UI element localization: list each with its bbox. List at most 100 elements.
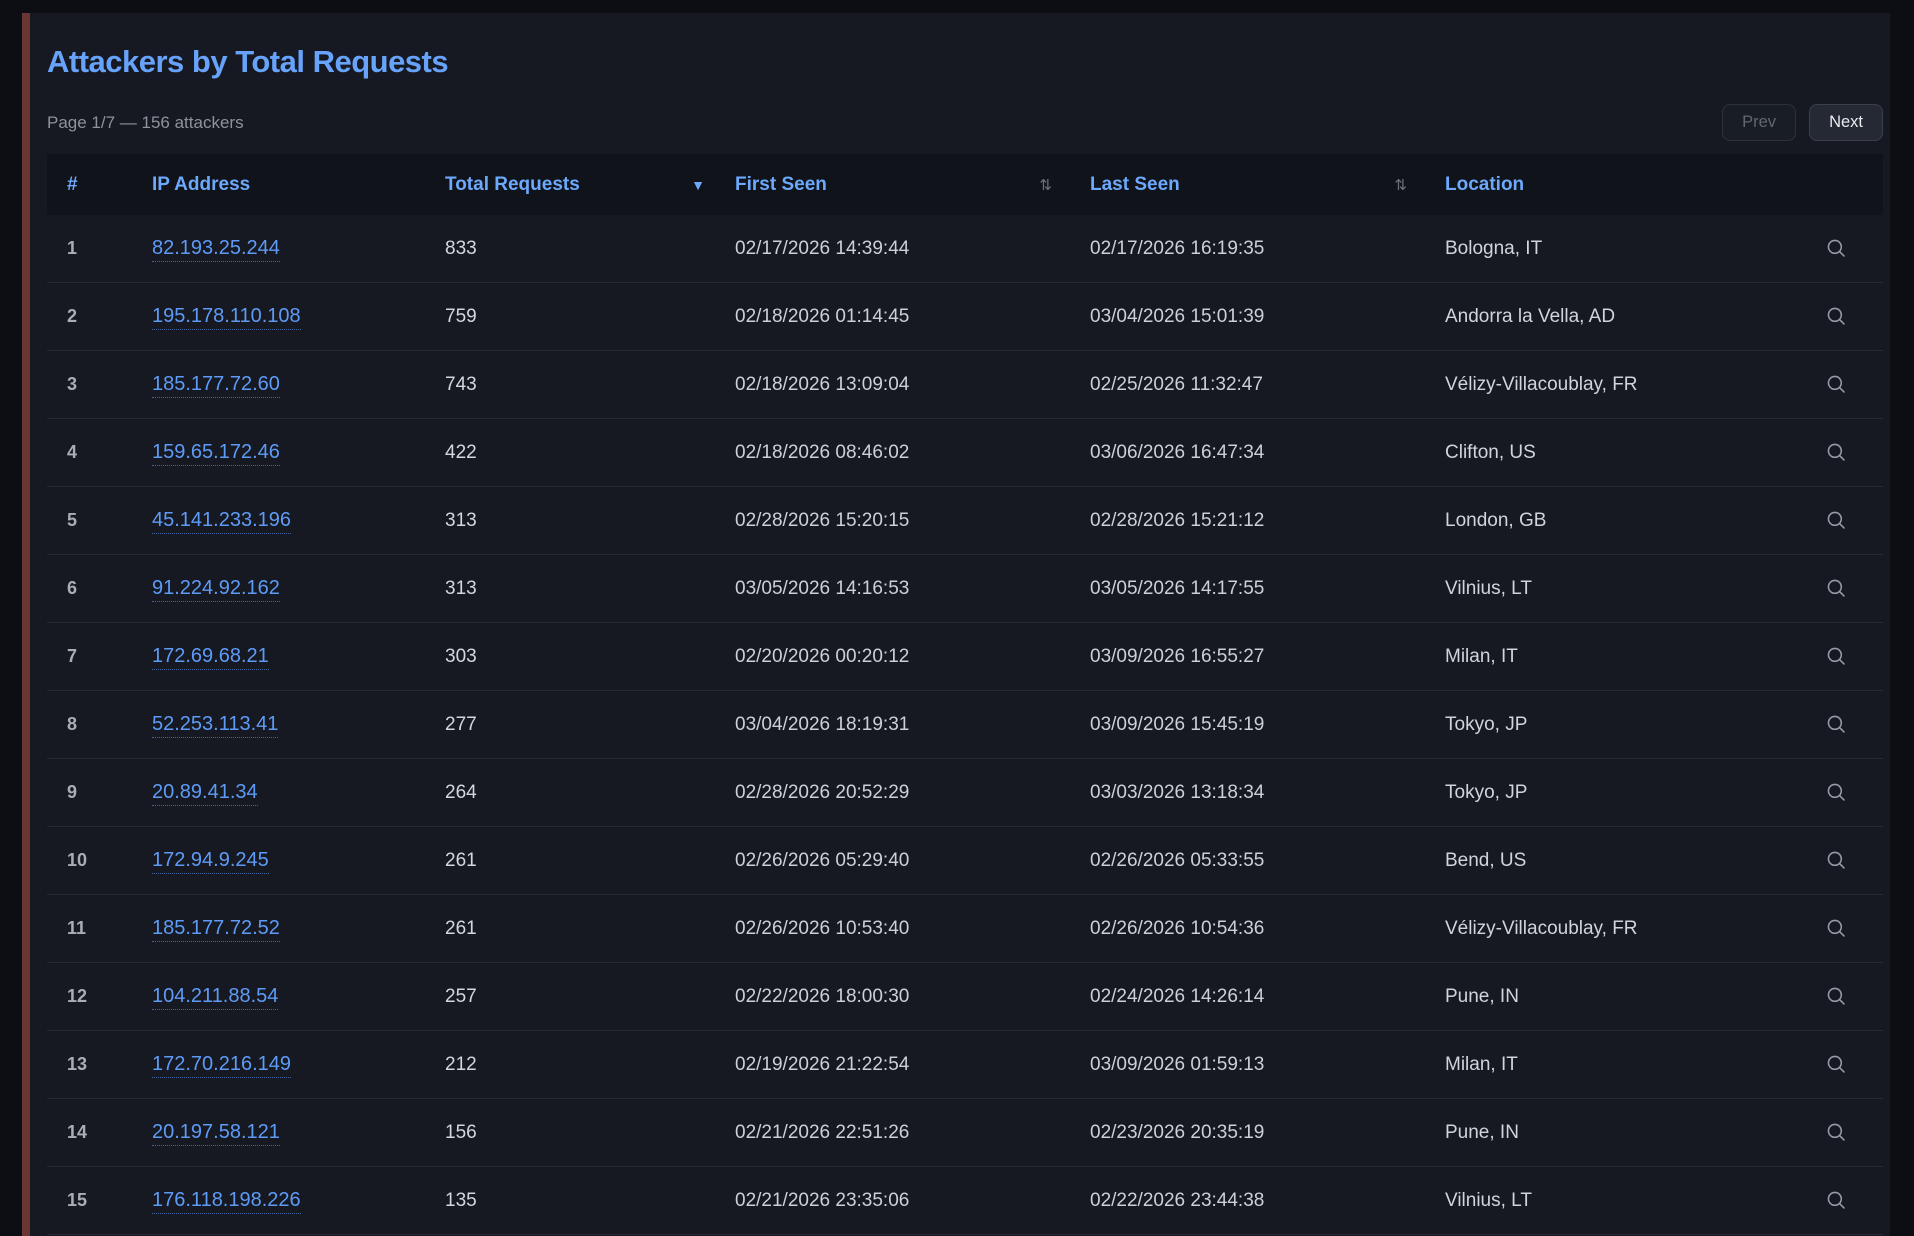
table-row: 3 185.177.72.60 743 02/18/2026 13:09:04 02/2… xyxy=(47,351,1883,419)
actions-cell xyxy=(1790,1052,1883,1078)
last-seen-value: 02/26/2026 10:54:36 xyxy=(1090,917,1265,939)
total-requests-value: 422 xyxy=(445,441,477,463)
ip-address-link[interactable]: 20.197.58.121 xyxy=(152,1121,280,1146)
row-search-button[interactable] xyxy=(1823,236,1849,262)
row-rank: 13 xyxy=(67,1054,88,1074)
ip-address-link[interactable]: 20.89.41.34 xyxy=(152,781,258,806)
row-search-button[interactable] xyxy=(1823,712,1849,738)
total-requests-value: 303 xyxy=(445,645,477,667)
ip-address-link[interactable]: 45.141.233.196 xyxy=(152,509,292,534)
location-value: London, GB xyxy=(1445,509,1547,531)
first-seen-value: 02/22/2026 18:00:30 xyxy=(735,985,910,1007)
row-search-button[interactable] xyxy=(1823,372,1849,398)
location-value: Clifton, US xyxy=(1445,441,1536,463)
ip-address-link[interactable]: 176.118.198.226 xyxy=(152,1189,301,1214)
row-search-button[interactable] xyxy=(1823,440,1849,466)
table-row: 14 20.197.58.121 156 02/21/2026 22:51:26 02/… xyxy=(47,1099,1883,1167)
ip-cell: 91.224.92.162 xyxy=(152,577,445,602)
first-seen-value: 02/18/2026 01:14:45 xyxy=(735,305,910,327)
last-seen-value: 02/25/2026 11:32:47 xyxy=(1090,373,1263,395)
row-rank: 3 xyxy=(67,374,78,394)
pagination-bar: Page 1/7 — 156 attackers Prev Next xyxy=(47,104,1883,141)
total-requests-value: 261 xyxy=(445,917,477,939)
last-seen-value: 03/03/2026 13:18:34 xyxy=(1090,781,1265,803)
last-seen-value: 02/26/2026 05:33:55 xyxy=(1090,849,1265,871)
table-row: 9 20.89.41.34 264 02/28/2026 20:52:29 03/03/… xyxy=(47,759,1883,827)
last-seen-value: 03/05/2026 14:17:55 xyxy=(1090,577,1265,599)
column-header-total-requests[interactable]: Total Requests ▼ xyxy=(445,174,735,196)
attackers-panel: Attackers by Total Requests Page 1/7 — 1… xyxy=(30,13,1890,1236)
total-requests-value: 264 xyxy=(445,781,477,803)
row-search-button[interactable] xyxy=(1823,1052,1849,1078)
row-search-button[interactable] xyxy=(1823,984,1849,1010)
ip-address-link[interactable]: 172.94.9.245 xyxy=(152,849,269,874)
table-row: 8 52.253.113.41 277 03/04/2026 18:19:31 03/0… xyxy=(47,691,1883,759)
row-rank: 8 xyxy=(67,714,78,734)
sort-desc-icon: ▼ xyxy=(691,176,705,193)
actions-cell xyxy=(1790,848,1883,874)
location-value: Milan, IT xyxy=(1445,1053,1518,1075)
row-rank: 7 xyxy=(67,646,78,666)
row-search-button[interactable] xyxy=(1823,1120,1849,1146)
total-requests-value: 833 xyxy=(445,237,477,259)
location-value: Vilnius, LT xyxy=(1445,577,1532,599)
row-search-button[interactable] xyxy=(1823,508,1849,534)
column-header-location: Location xyxy=(1445,173,1525,195)
ip-cell: 20.89.41.34 xyxy=(152,781,445,806)
table-header-row: # IP Address Total Requests ▼ First Seen… xyxy=(47,154,1883,215)
location-value: Vilnius, LT xyxy=(1445,1189,1532,1211)
prev-page-button[interactable]: Prev xyxy=(1722,104,1797,141)
ip-address-link[interactable]: 52.253.113.41 xyxy=(152,713,279,738)
actions-cell xyxy=(1790,1120,1883,1146)
row-search-button[interactable] xyxy=(1823,1188,1849,1214)
ip-address-link[interactable]: 159.65.172.46 xyxy=(152,441,280,466)
ip-address-link[interactable]: 91.224.92.162 xyxy=(152,577,280,602)
actions-cell xyxy=(1790,644,1883,670)
actions-cell xyxy=(1790,508,1883,534)
ip-address-link[interactable]: 104.211.88.54 xyxy=(152,985,279,1010)
total-requests-value: 313 xyxy=(445,577,477,599)
ip-cell: 45.141.233.196 xyxy=(152,509,445,534)
actions-cell xyxy=(1790,440,1883,466)
ip-cell: 172.94.9.245 xyxy=(152,849,445,874)
ip-address-link[interactable]: 195.178.110.108 xyxy=(152,305,301,330)
last-seen-value: 03/09/2026 01:59:13 xyxy=(1090,1053,1265,1075)
column-header-ip-address[interactable]: IP Address xyxy=(152,173,251,195)
next-page-button[interactable]: Next xyxy=(1809,104,1883,141)
table-row: 15 176.118.198.226 135 02/21/2026 23:35:06 0… xyxy=(47,1167,1883,1235)
ip-address-link[interactable]: 185.177.72.52 xyxy=(152,917,280,942)
column-header-last-seen[interactable]: Last Seen ⇅ xyxy=(1090,174,1445,196)
table-row: 12 104.211.88.54 257 02/22/2026 18:00:30 02/… xyxy=(47,963,1883,1031)
last-seen-value: 02/23/2026 20:35:19 xyxy=(1090,1121,1265,1143)
row-search-button[interactable] xyxy=(1823,780,1849,806)
total-requests-value: 313 xyxy=(445,509,477,531)
location-value: Tokyo, JP xyxy=(1445,713,1528,735)
actions-cell xyxy=(1790,712,1883,738)
ip-cell: 52.253.113.41 xyxy=(152,713,445,738)
total-requests-value: 261 xyxy=(445,849,477,871)
search-icon xyxy=(1827,307,1845,325)
row-search-button[interactable] xyxy=(1823,304,1849,330)
row-search-button[interactable] xyxy=(1823,848,1849,874)
first-seen-value: 02/28/2026 15:20:15 xyxy=(735,509,910,531)
ip-address-link[interactable]: 185.177.72.60 xyxy=(152,373,280,398)
row-search-button[interactable] xyxy=(1823,916,1849,942)
location-value: Pune, IN xyxy=(1445,1121,1519,1143)
table-row: 6 91.224.92.162 313 03/05/2026 14:16:53 03/0… xyxy=(47,555,1883,623)
table-row: 4 159.65.172.46 422 02/18/2026 08:46:02 03/0… xyxy=(47,419,1883,487)
ip-cell: 185.177.72.52 xyxy=(152,917,445,942)
ip-address-link[interactable]: 172.69.68.21 xyxy=(152,645,269,670)
ip-address-link[interactable]: 82.193.25.244 xyxy=(152,237,280,262)
actions-cell xyxy=(1790,1188,1883,1214)
column-header-first-seen[interactable]: First Seen ⇅ xyxy=(735,174,1090,196)
table-row: 11 185.177.72.52 261 02/26/2026 10:53:40 02/… xyxy=(47,895,1883,963)
table-body: 1 82.193.25.244 833 02/17/2026 14:39:44 02/1… xyxy=(47,215,1883,1235)
row-search-button[interactable] xyxy=(1823,576,1849,602)
search-icon xyxy=(1827,579,1845,597)
search-icon xyxy=(1827,919,1845,937)
actions-cell xyxy=(1790,984,1883,1010)
row-search-button[interactable] xyxy=(1823,644,1849,670)
table-row: 7 172.69.68.21 303 02/20/2026 00:20:12 03/09… xyxy=(47,623,1883,691)
ip-cell: 185.177.72.60 xyxy=(152,373,445,398)
ip-address-link[interactable]: 172.70.216.149 xyxy=(152,1053,292,1078)
